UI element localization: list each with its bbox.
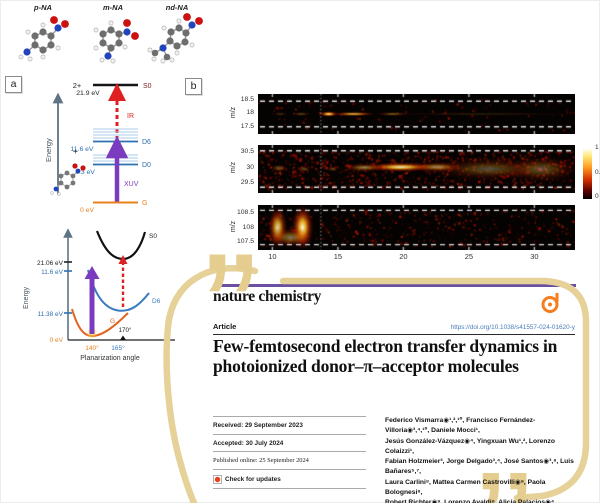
tof-heatmap-figure: 18.5 18 17.5 m/z 30.5 30 29.5 m/z 108.5 108 107.5 m… xyxy=(225,88,600,268)
check-for-updates-button[interactable]: Check for updates xyxy=(213,468,366,489)
s0-curve xyxy=(95,230,147,261)
heatmap-panel-mz18 xyxy=(258,94,575,134)
y-tick-label: 30 xyxy=(246,164,254,172)
tick-1138ev: 11.38 eV xyxy=(37,311,63,318)
check-for-updates-label: Check for updates xyxy=(225,475,281,483)
y-tick-label: 29.5 xyxy=(240,178,254,186)
colorbar-tick-label: 0 xyxy=(595,193,599,200)
xuv-label: XUV xyxy=(124,181,139,188)
colorbar-tick-label: 0.5 xyxy=(595,168,600,176)
crossmark-icon xyxy=(213,474,222,484)
d0-label: D0 xyxy=(142,162,151,169)
energy-level-diagram: Energy 2+ 21.9 eV S0 IR D6 11.6 eV + D0 … xyxy=(44,81,152,214)
y-tick-label: 30.5 xyxy=(240,148,254,156)
molecule-nd-na: nd-NA xyxy=(146,3,208,69)
colorbar xyxy=(583,148,592,199)
s0-label: S0 xyxy=(143,83,152,90)
mz-axis-label: m/z xyxy=(230,106,238,119)
meta-columns: Received: 29 September 2023 Accepted: 30… xyxy=(213,416,579,503)
open-access-icon[interactable] xyxy=(540,290,562,314)
g-label: G xyxy=(142,200,147,207)
molecule-label: nd-NA xyxy=(165,3,189,12)
published-date: Published online: 25 September 2024 xyxy=(213,451,366,469)
d6-label: D6 xyxy=(142,139,151,146)
d6-curve-label: D6 xyxy=(152,298,161,305)
s0-energy-label: 21.9 eV xyxy=(76,90,100,97)
x-axis-label: Planarization angle xyxy=(80,355,140,362)
energy-axis-label: Energy xyxy=(23,286,30,309)
y-tick-label: 18 xyxy=(246,109,254,117)
received-date: Received: 29 September 2023 xyxy=(213,416,366,434)
g-energy-label: 0 eV xyxy=(80,207,94,214)
paper-header: nature chemistry Article https://doi.org… xyxy=(210,286,582,503)
panel-b-label: b xyxy=(185,78,202,95)
y-tick-label: 108 xyxy=(242,223,254,231)
mz-axis-label: m/z xyxy=(230,220,238,232)
d0-energy-label: 8.3 eV xyxy=(75,169,95,176)
ir-label: IR xyxy=(127,113,134,120)
s0-curve-label: S0 xyxy=(149,233,157,240)
x-tick-label: 25 xyxy=(464,252,474,261)
y-tick-label: 107.5 xyxy=(236,237,254,245)
article-kicker: Article xyxy=(213,322,237,331)
heatmap-panel-mz30 xyxy=(258,145,575,193)
y-tick-label: 18.5 xyxy=(240,96,254,103)
y-tick-label: 108.5 xyxy=(236,209,254,217)
tick-2106ev: 21.06 eV xyxy=(37,260,64,267)
tick-0ev: 0 eV xyxy=(50,337,64,344)
d6-energy-label: 11.6 eV xyxy=(71,146,94,153)
potential-curves-diagram: Energy 21.06 eV 11.6 eV 11.38 eV 0 eV G … xyxy=(23,228,175,362)
cation-plus-sign: + xyxy=(73,146,78,156)
heatmap-panel-mz108 xyxy=(258,205,575,250)
y-tick-label: 17.5 xyxy=(240,122,254,130)
x-tick-label: 20 xyxy=(399,252,408,261)
molecule-p-na: p-NA xyxy=(12,3,74,69)
mz-axis-label: m/z xyxy=(230,161,238,174)
mini-molecule-icon xyxy=(50,163,86,196)
accepted-date: Accepted: 30 July 2024 xyxy=(213,433,366,452)
charge-label: 2+ xyxy=(73,81,82,90)
author-list: Federico Vismarra◉¹,²,¹⁰, Francisco Fern… xyxy=(385,417,574,503)
colorbar-tick-label: 1 xyxy=(595,144,599,151)
molecule-label: p-NA xyxy=(34,3,52,12)
doi-link[interactable]: https://doi.org/10.1038/s41557-024-01620… xyxy=(450,324,575,331)
molecule-structure-icon xyxy=(147,13,203,64)
angle-170-marker xyxy=(120,335,126,340)
article-history: Received: 29 September 2023 Accepted: 30… xyxy=(213,416,366,503)
molecule-structure-icon xyxy=(18,16,69,62)
xuv-arrowhead xyxy=(84,266,100,279)
molecule-structure-icon xyxy=(93,19,139,64)
panel-a-label: a xyxy=(5,76,22,93)
kicker-row: Article https://doi.org/10.1038/s41557-0… xyxy=(213,322,575,335)
tick-165: 165° xyxy=(111,344,125,352)
ir-arrowhead xyxy=(118,255,128,264)
journal-title: nature chemistry xyxy=(213,288,322,305)
tick-170: 170° xyxy=(119,327,132,334)
article-title: Few-femtosecond electron transfer dynami… xyxy=(213,336,558,376)
tick-116ev: 11.6 eV xyxy=(41,269,64,276)
g-curve-label: G xyxy=(110,318,115,325)
x-tick-label: 15 xyxy=(333,252,343,261)
tick-140: 140° xyxy=(85,344,99,352)
x-tick-label: 10 xyxy=(268,252,277,261)
x-tick-label: 30 xyxy=(530,252,539,261)
molecule-m-na: m-NA xyxy=(82,3,144,69)
energy-axis-label: Energy xyxy=(44,138,53,162)
molecule-label: m-NA xyxy=(103,3,123,12)
